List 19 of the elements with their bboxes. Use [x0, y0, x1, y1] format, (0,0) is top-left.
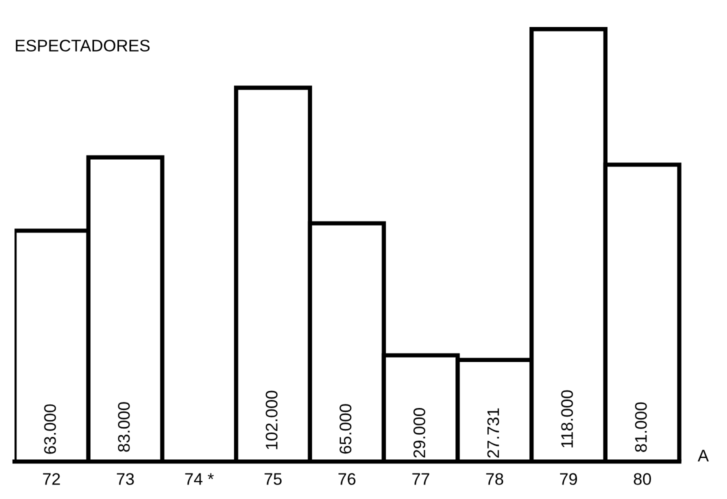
x-tick-label: 78 [486, 473, 504, 485]
x-tick-label: 72 [43, 473, 60, 485]
y-axis-title: ESPECTADORES [16, 40, 150, 52]
x-tick-label: 79 [560, 473, 577, 485]
data-label: 27.731 [487, 408, 500, 458]
x-tick-label: 76 [338, 473, 356, 485]
x-tick-label: 80 [634, 473, 651, 485]
data-label: 63.000 [44, 404, 56, 454]
data-label: 118.000 [561, 390, 573, 448]
data-label: 102.000 [266, 390, 278, 450]
data-label: 81.000 [635, 402, 647, 452]
data-label: 65.000 [340, 404, 352, 454]
data-label: 83.000 [118, 402, 130, 452]
data-label: 29.000 [413, 408, 426, 458]
x-tick-label: 73 [116, 473, 134, 485]
x-tick-label: 77 [412, 473, 430, 485]
x-tick-label: 74 * [185, 473, 214, 485]
x-tick-label: 75 [264, 473, 282, 485]
x-axis-title: A [698, 450, 709, 462]
